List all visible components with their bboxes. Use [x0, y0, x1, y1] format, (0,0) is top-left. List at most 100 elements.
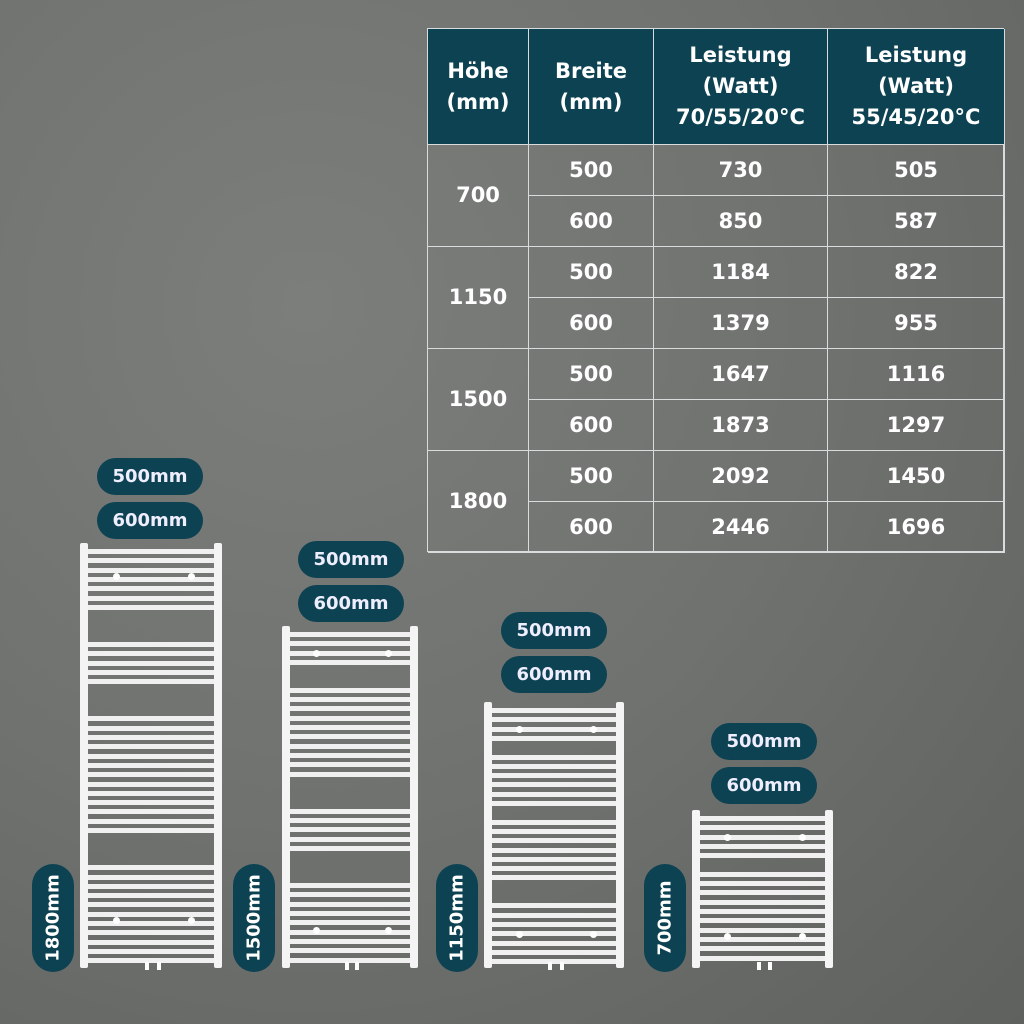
radiator-rail-right: [410, 626, 418, 968]
radiator-bar: [88, 762, 214, 768]
radiator-bar: [492, 717, 616, 723]
radiator-bar: [290, 706, 410, 712]
radiator-bar: [492, 801, 616, 806]
mounting-point: [516, 930, 523, 938]
radiator-bar: [88, 865, 214, 871]
height-badge-label: 700mm: [654, 880, 676, 956]
radiator-bar: [492, 949, 616, 955]
power-cell: 2092: [654, 451, 828, 502]
width-badge: 500mm: [97, 458, 203, 495]
radiator-bar: [290, 697, 410, 703]
radiator: [692, 810, 833, 970]
radiator-bar: [290, 808, 410, 814]
table-header: Leistung (Watt) 70/55/20°C: [654, 29, 828, 145]
valve: [559, 962, 564, 970]
radiator-bar: [88, 809, 214, 815]
radiator-bar: [492, 875, 616, 881]
power-table: Höhe (mm) Breite (mm) Leistung (Watt) 70/5…: [427, 28, 1005, 553]
radiator-bar: [700, 955, 825, 961]
radiator-bar: [88, 735, 214, 740]
radiator-bar: [290, 734, 410, 740]
radiator-bar: [700, 816, 825, 821]
radiator-bar: [700, 946, 825, 952]
radiator-bar: [492, 754, 616, 760]
radiator-bar: [290, 920, 410, 926]
radiator-bar: [290, 948, 410, 954]
radiator-bar: [290, 762, 410, 768]
radiator-bar: [290, 641, 410, 647]
radiator-bar: [88, 818, 214, 824]
radiator-bar: [88, 939, 214, 945]
power-cell: 2446: [654, 502, 828, 553]
power-cell: 1873: [654, 400, 828, 451]
radiator-bar: [88, 911, 214, 917]
radiator-rail-left: [282, 626, 290, 968]
radiator-bar: [88, 660, 214, 666]
radiator-bar: [290, 911, 410, 916]
radiator-bar: [88, 948, 214, 954]
radiator-bar: [88, 549, 214, 554]
radiator-bar: [290, 743, 410, 749]
radiator-bar: [88, 576, 214, 582]
valve: [355, 962, 360, 970]
power-cell: 1696: [828, 502, 1005, 553]
radiator-bar: [290, 938, 410, 944]
width-cell: 600: [529, 196, 654, 247]
valve: [548, 962, 553, 970]
power-cell: 1450: [828, 451, 1005, 502]
radiator-bar: [492, 903, 616, 909]
radiator-bar: [700, 909, 825, 914]
power-cell: 505: [828, 145, 1005, 196]
radiator-bar: [88, 883, 214, 889]
radiator-rail-left: [484, 702, 492, 968]
height-badge: 1800mm: [32, 864, 74, 972]
valve: [145, 962, 150, 970]
mounting-point: [187, 917, 195, 924]
radiator-bar: [290, 818, 410, 823]
power-cell: 730: [654, 145, 828, 196]
height-cell: 1150: [428, 247, 529, 349]
width-cell: 600: [529, 502, 654, 553]
radiator: [282, 626, 418, 970]
radiator-rail-left: [80, 543, 88, 968]
radiator-bar: [88, 558, 214, 564]
radiator-bar: [700, 918, 825, 924]
radiator-bar: [88, 669, 214, 675]
radiator-bar: [700, 881, 825, 887]
radiator-bar: [290, 845, 410, 851]
height-badge-label: 1800mm: [42, 874, 64, 962]
mounting-point: [590, 930, 598, 938]
radiator-rail-right: [825, 810, 833, 968]
mounting-point: [516, 725, 523, 733]
width-cell: 500: [529, 451, 654, 502]
power-cell: 850: [654, 196, 828, 247]
height-badge-label: 1150mm: [446, 874, 468, 962]
width-badge: 600mm: [97, 502, 203, 539]
radiator-bar: [492, 931, 616, 937]
radiator-bar: [88, 642, 214, 647]
width-badge: 600mm: [711, 767, 817, 804]
radiator-bar: [492, 726, 616, 732]
height-badge-label: 1500mm: [243, 874, 265, 962]
radiator-bar: [700, 927, 825, 933]
radiator-bar: [88, 902, 214, 908]
radiator-bar: [88, 828, 214, 833]
radiator-bar: [290, 771, 410, 777]
radiator-bar: [88, 921, 214, 926]
mounting-point: [724, 833, 732, 841]
radiator-bar: [88, 790, 214, 796]
radiator-bar: [492, 838, 616, 844]
height-badge: 1150mm: [436, 864, 478, 972]
radiator-bar: [290, 957, 410, 963]
mounting-point: [313, 649, 320, 657]
radiator: [80, 543, 222, 970]
radiator: [484, 702, 624, 970]
valve: [344, 962, 349, 970]
radiator-bar: [88, 753, 214, 759]
width-cell: 600: [529, 298, 654, 349]
table-header: Breite (mm): [529, 29, 654, 145]
radiator-bar: [88, 781, 214, 787]
radiator-bar: [492, 847, 616, 853]
radiator-bar: [290, 725, 410, 730]
radiator-bar: [88, 725, 214, 731]
